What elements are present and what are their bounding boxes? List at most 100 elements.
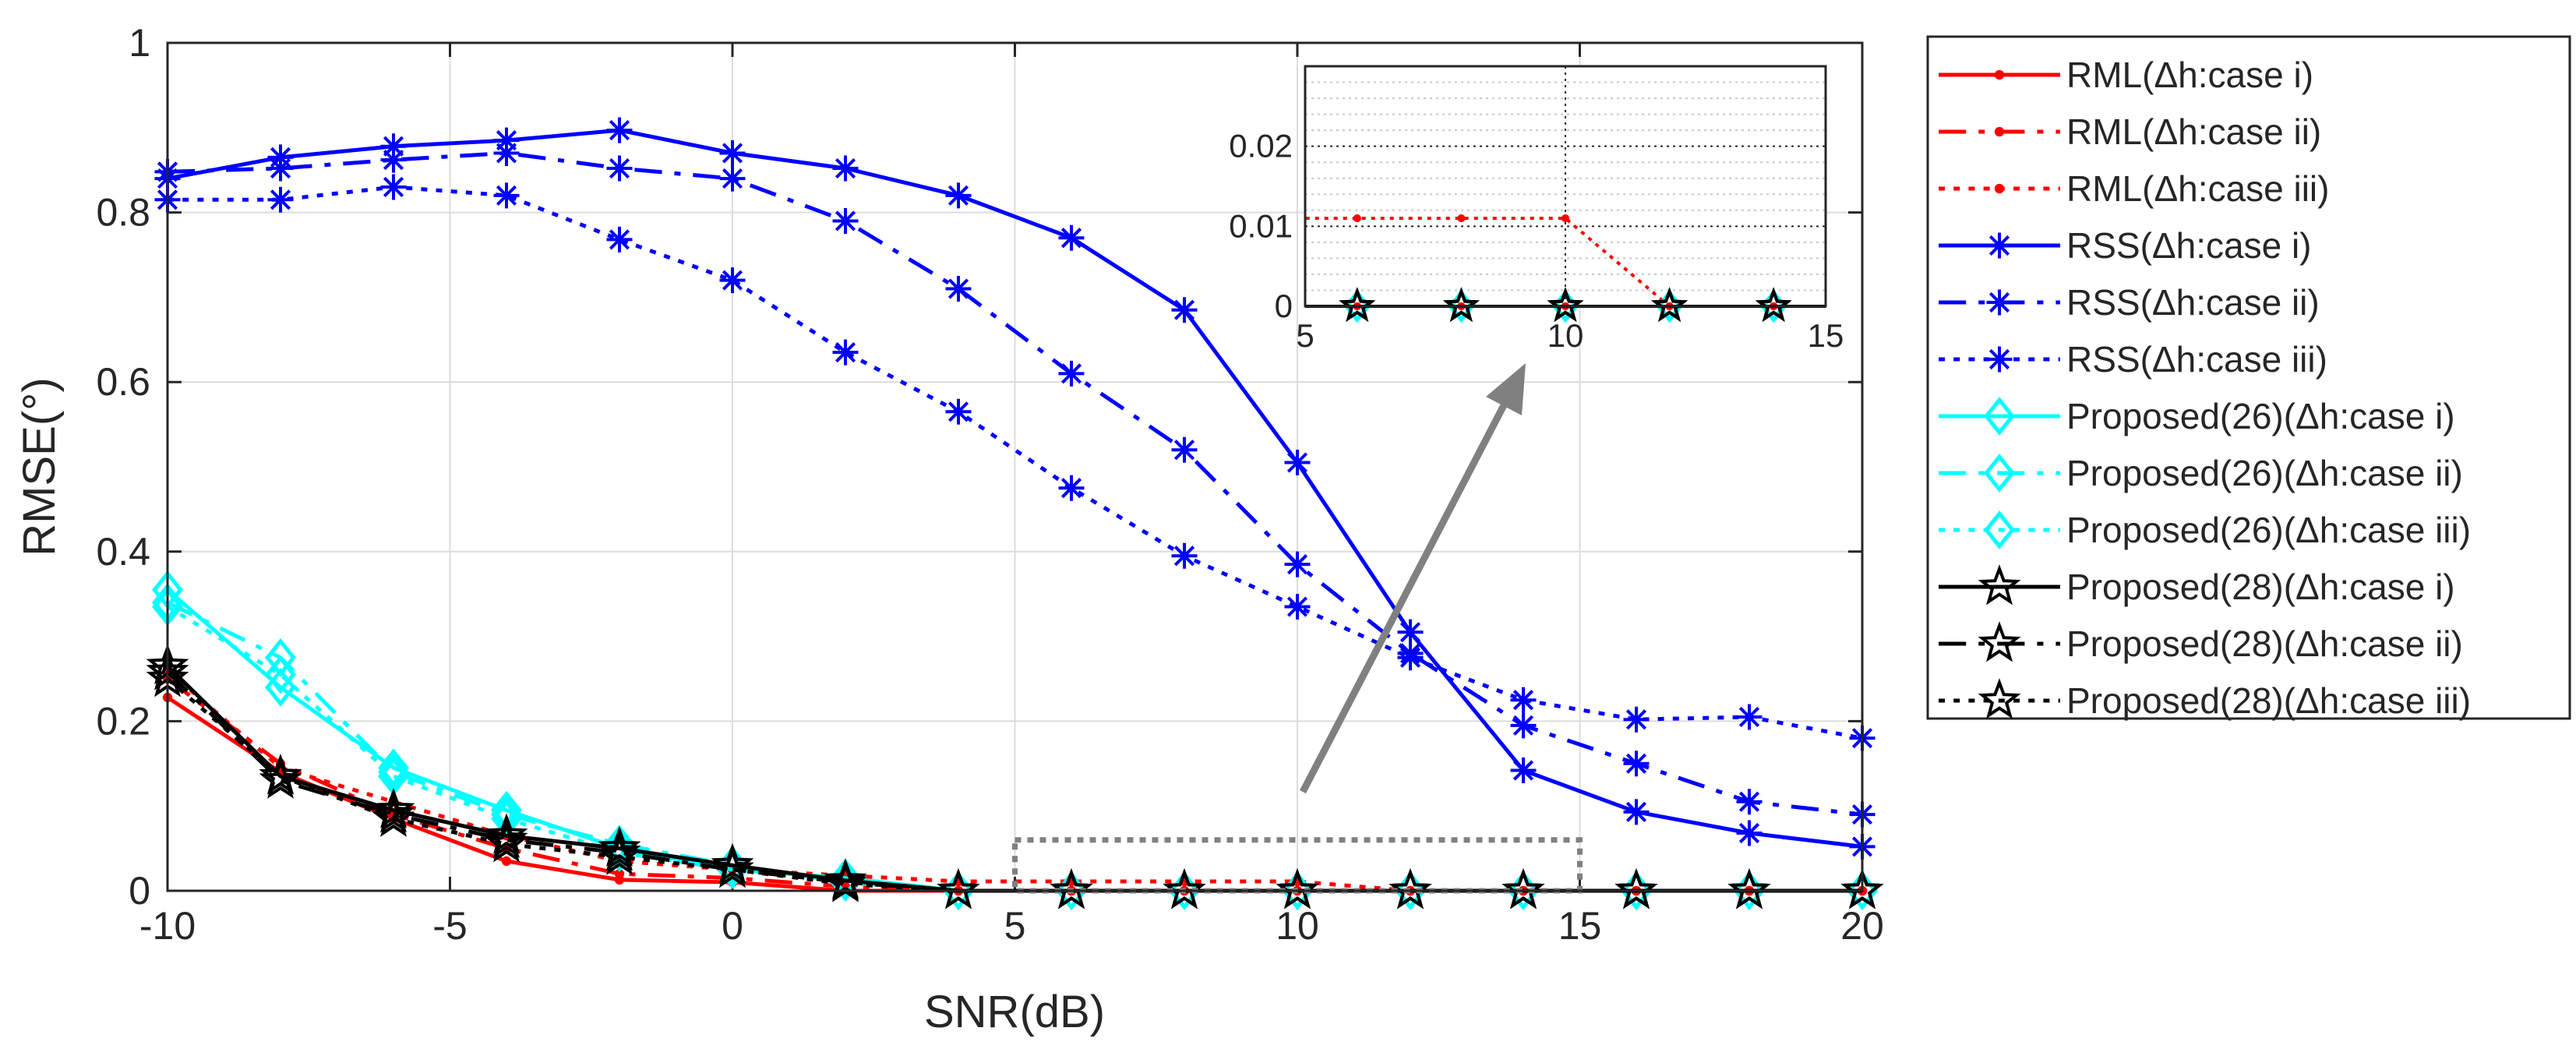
legend: RML(Δh:case i) RML(Δh:case ii) RML(Δh:case…	[1926, 35, 2571, 721]
legend-marker	[1978, 621, 2021, 662]
inset-data-point	[1547, 287, 1584, 322]
data-point	[1727, 868, 1771, 909]
legend-box	[1926, 35, 2571, 720]
data-point	[614, 869, 625, 879]
zoom-arrow-shaft	[1300, 403, 1507, 794]
data-point	[1614, 868, 1658, 909]
data-point	[606, 155, 633, 182]
series-line	[167, 128, 1863, 849]
data-point	[832, 155, 859, 182]
inset-data-point	[1353, 214, 1361, 223]
data-point	[1736, 704, 1763, 730]
legend-item-rss-h-case-iii: RSS(Δh:case iii)	[1939, 339, 2327, 380]
data-point	[493, 182, 520, 209]
inset-series-group	[1305, 214, 1826, 323]
data-point	[259, 754, 302, 795]
data-point	[1840, 868, 1884, 909]
legend-item-proposed-28-h-case-ii: Proposed(28)(Δh:case ii)	[1939, 621, 2463, 664]
legend-label: Proposed(26)(Δh:case iii)	[2066, 510, 2471, 550]
legend-marker	[1986, 232, 2013, 259]
legend-item-rml-h-case-i: RML(Δh:case i)	[1939, 55, 2313, 95]
data-point	[493, 140, 520, 166]
legend-item-rml-h-case-iii: RML(Δh:case iii)	[1939, 168, 2329, 209]
inset-x-tick-label: 5	[1296, 317, 1314, 354]
data-point	[378, 748, 409, 788]
inset-data-point	[1561, 214, 1570, 223]
data-point	[719, 165, 746, 192]
data-point	[1050, 868, 1093, 909]
data-point	[265, 637, 296, 677]
inset-data-point	[1651, 287, 1689, 322]
y-tick-label: 0.8	[96, 191, 150, 235]
data-point	[832, 207, 859, 234]
x-tick-label: 0	[722, 904, 743, 948]
y-tick-label: 0.2	[96, 699, 150, 743]
data-point	[1284, 594, 1311, 620]
legend-marker	[1984, 510, 2015, 549]
data-point	[491, 795, 522, 834]
legend-label: RSS(Δh:case ii)	[2066, 282, 2320, 323]
data-point	[1397, 645, 1424, 671]
data-point	[1736, 789, 1763, 815]
legend-label: RSS(Δh:case iii)	[2066, 339, 2327, 380]
data-point	[598, 830, 641, 871]
y-tick-label: 0	[129, 869, 150, 913]
data-point	[267, 155, 294, 182]
data-point	[1058, 224, 1085, 251]
data-point	[719, 267, 746, 294]
y-tick-label: 1	[129, 21, 150, 65]
data-point	[711, 846, 754, 888]
inset-series-proposed-28-h-case-iii	[1305, 287, 1826, 322]
inset-y-tick-label: 0.01	[1229, 207, 1293, 244]
data-point	[1623, 706, 1650, 733]
legend-item-rss-h-case-i: RSS(Δh:case i)	[1939, 225, 2311, 266]
zoom-arrow-head	[1486, 363, 1526, 415]
data-point	[1058, 360, 1085, 387]
legend-label: RSS(Δh:case i)	[2066, 225, 2311, 266]
data-point	[1171, 542, 1198, 569]
x-tick-label: 5	[1004, 904, 1026, 948]
inset-data-point	[1339, 287, 1376, 322]
data-point	[832, 339, 859, 366]
legend-marker	[1978, 678, 2021, 719]
inset-frame	[1304, 65, 1827, 308]
legend-item-proposed-26-h-case-ii: Proposed(26)(Δh:case ii)	[1939, 453, 2463, 493]
data-point	[606, 117, 633, 143]
inset-y-tick-label: 0	[1275, 288, 1293, 324]
inset-y-tick-label: 0.02	[1229, 128, 1293, 164]
legend-label: Proposed(28)(Δh:case i)	[2066, 567, 2455, 607]
inset-data-point	[1457, 214, 1466, 223]
data-point	[1501, 868, 1545, 909]
data-point	[485, 817, 528, 859]
main-plot-frame	[166, 41, 1864, 892]
data-point	[485, 813, 528, 854]
data-point	[1623, 751, 1650, 777]
data-point	[1389, 868, 1432, 909]
legend-marker	[1986, 346, 2013, 373]
data-point	[830, 858, 861, 898]
legend-item-rss-h-case-ii: RSS(Δh:case ii)	[1939, 282, 2320, 323]
data-point	[1058, 475, 1085, 501]
data-point	[1284, 450, 1311, 476]
data-point	[945, 182, 972, 209]
data-point	[1397, 619, 1424, 645]
series-rss-h-case-i	[154, 117, 1876, 860]
y-axis-title: RMSE(°)	[14, 377, 65, 556]
legend-label: Proposed(26)(Δh:case i)	[2066, 396, 2455, 436]
data-point	[1510, 712, 1537, 739]
data-point	[711, 842, 754, 884]
data-point	[267, 186, 294, 213]
legend-item-rml-h-case-ii: RML(Δh:case ii)	[1939, 111, 2321, 152]
inset-series-rml-h-case-iii	[1305, 214, 1826, 311]
data-point	[1736, 820, 1763, 846]
legend-marker	[1984, 454, 2015, 493]
legend-label: RML(Δh:case iii)	[2066, 168, 2329, 209]
x-tick-label: 10	[1276, 904, 1319, 948]
data-point	[380, 147, 407, 173]
data-point	[945, 398, 972, 425]
data-point	[1284, 551, 1311, 577]
legend-label: Proposed(28)(Δh:case iii)	[2066, 680, 2471, 721]
data-point	[1623, 799, 1650, 825]
data-point	[380, 174, 407, 200]
